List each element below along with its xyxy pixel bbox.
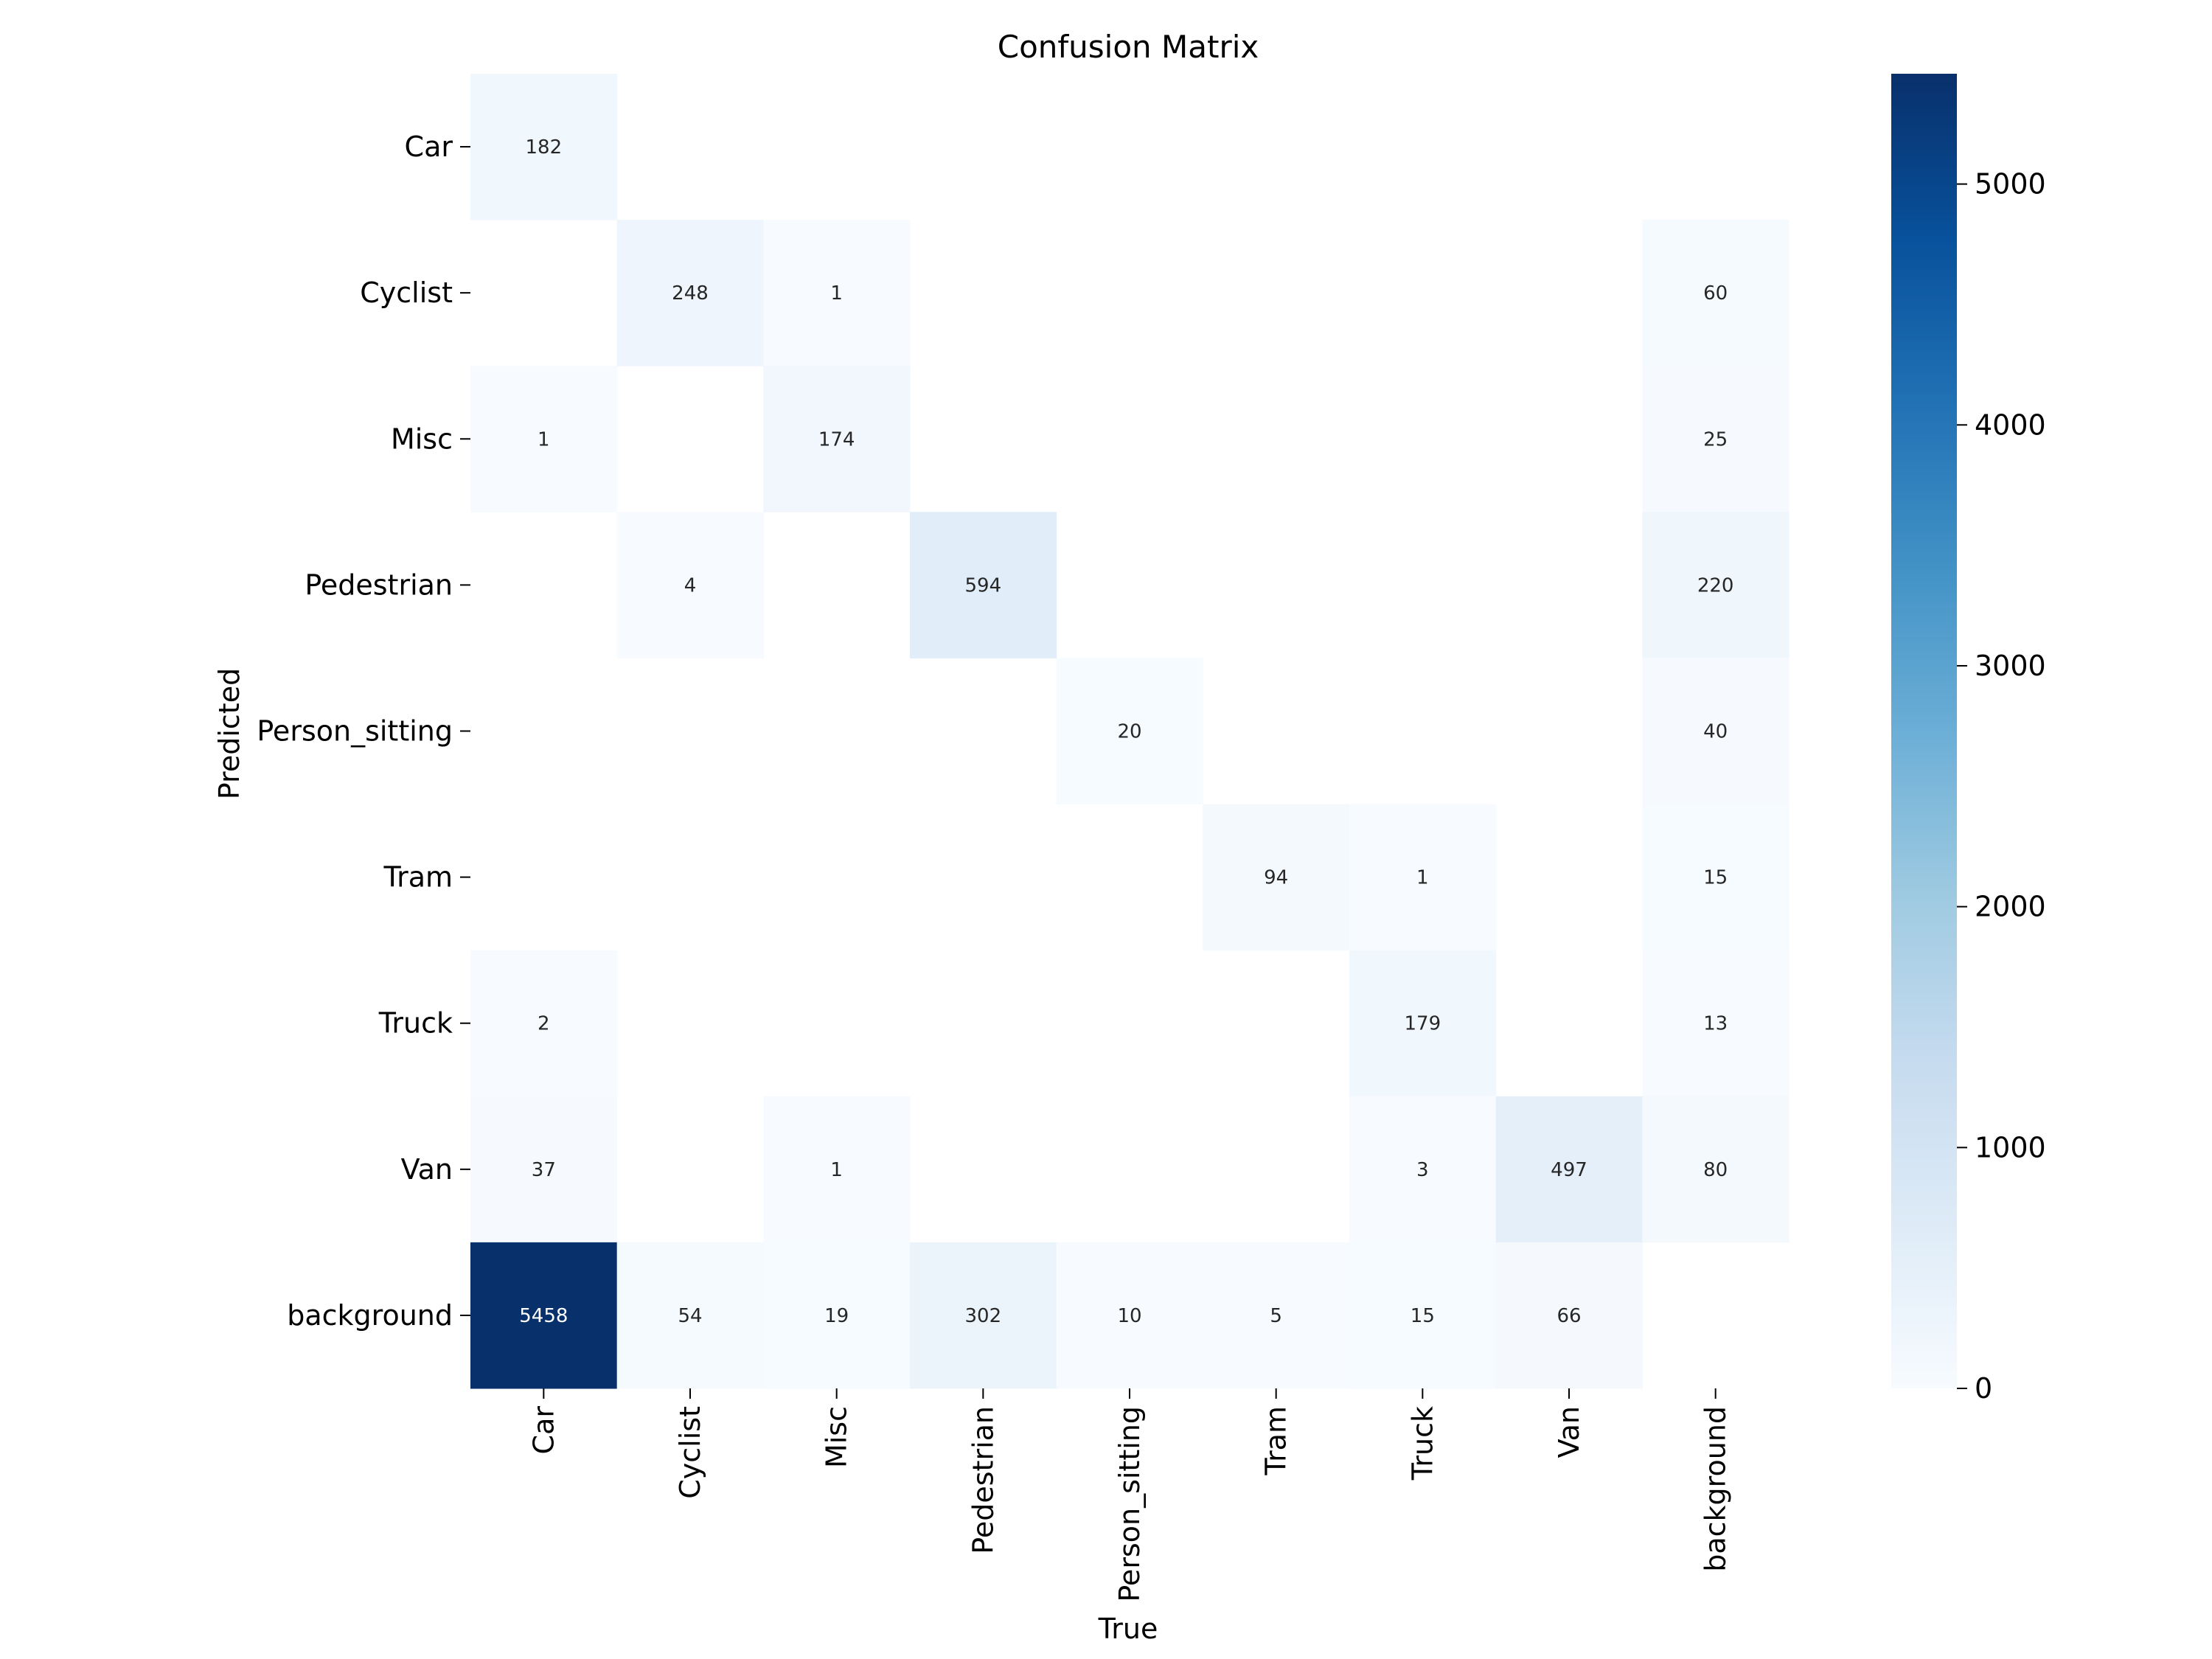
cell-value-label: 1: [538, 428, 550, 451]
cell-value-label: 13: [1703, 1013, 1728, 1035]
heatmap-cell: [1642, 366, 1790, 512]
cell-value-label: 302: [965, 1305, 1002, 1327]
heatmap-cell: [1203, 804, 1350, 951]
y-axis-title: Predicted: [213, 668, 246, 799]
heatmap-cell: [1349, 950, 1497, 1097]
cell-value-label: 1: [830, 1159, 843, 1181]
x-axis-title: True: [1098, 1613, 1158, 1645]
x-tick-label: Pedestrian: [967, 1406, 999, 1554]
heatmap-cell: [470, 950, 618, 1097]
y-tick-label: Cyclist: [360, 276, 453, 309]
y-tick-label: Car: [405, 131, 453, 163]
cell-value-label: 3: [1416, 1159, 1429, 1181]
heatmap-cell: [616, 1242, 764, 1389]
cell-value-label: 179: [1405, 1013, 1441, 1035]
x-tick-label: Person_sitting: [1113, 1406, 1146, 1602]
cell-value-label: 248: [672, 282, 709, 305]
colorbar-tick-label: 4000: [1975, 408, 2046, 441]
cell-value-label: 19: [824, 1305, 849, 1327]
heatmap-cell: [470, 1096, 618, 1243]
x-axis-ticks: Car Cyclist Misc Pedestrian Person_sitting Tr…: [527, 1388, 1732, 1602]
y-tick-label: Truck: [378, 1007, 453, 1040]
cell-value-label: 5458: [519, 1305, 568, 1327]
heatmap-cell: [763, 366, 911, 512]
x-tick-label: Cyclist: [674, 1406, 706, 1499]
cell-value-label: 174: [818, 428, 855, 451]
x-tick-label: background: [1700, 1406, 1732, 1572]
heatmap-cell: [1056, 658, 1203, 805]
heatmap-cell: [1495, 1242, 1643, 1389]
cell-value-label: 1: [830, 282, 843, 305]
heatmap-cell: [1349, 804, 1497, 951]
heatmap-cell: [470, 74, 618, 220]
colorbar-ticks: 0 1000 2000 3000 4000 5000: [1957, 168, 2046, 1405]
x-tick-label: Truck: [1406, 1406, 1439, 1481]
cell-value-label: 15: [1411, 1305, 1435, 1327]
heatmap-cell: [1642, 1096, 1790, 1243]
y-tick-label: Pedestrian: [305, 568, 453, 601]
cell-value-label: 40: [1703, 721, 1728, 743]
colorbar-tick-label: 2000: [1975, 891, 2046, 923]
heatmap-cell: [470, 1242, 618, 1389]
cell-value-label: 4: [684, 574, 697, 597]
heatmap-cell: [1495, 1096, 1643, 1243]
heatmap-cell: [910, 512, 1057, 658]
colorbar: [1891, 74, 1957, 1388]
chart-title: Confusion Matrix: [998, 29, 1259, 65]
y-tick-label: background: [287, 1299, 453, 1332]
heatmap-cell: [1349, 1096, 1497, 1243]
y-tick-label: Misc: [391, 422, 453, 455]
heatmap-cell: [1642, 658, 1790, 805]
heatmap-cell: [1349, 1242, 1497, 1389]
heatmap-cell: [763, 220, 911, 366]
heatmap-cell: [1056, 1242, 1203, 1389]
heatmap-cell: [1642, 512, 1790, 658]
cell-value-label: 1: [1416, 867, 1429, 889]
cell-value-label: 182: [526, 136, 563, 159]
cell-value-label: 94: [1264, 867, 1288, 889]
y-tick-label: Person_sitting: [257, 715, 453, 748]
colorbar-tick-label: 3000: [1975, 650, 2046, 682]
heatmap-cell: [1642, 950, 1790, 1097]
cell-value-label: 66: [1557, 1305, 1581, 1327]
cell-value-label: 594: [965, 574, 1002, 597]
colorbar-tick-label: 5000: [1975, 168, 2046, 201]
y-axis-ticks: Car Cyclist Misc Pedestrian Person_sitting Tr…: [257, 131, 470, 1332]
y-tick-label: Van: [401, 1153, 453, 1186]
cell-value-label: 25: [1703, 428, 1728, 451]
heatmap-cell: [616, 220, 764, 366]
heatmap-cell: [616, 512, 764, 658]
cell-value-label: 10: [1117, 1305, 1141, 1327]
cell-value-label: 5: [1270, 1305, 1282, 1327]
y-tick-label: Tram: [383, 861, 453, 894]
cell-value-label: 2: [538, 1013, 550, 1035]
heatmap-cell: [763, 1096, 911, 1243]
cell-value-label: 15: [1703, 867, 1728, 889]
heatmap-cell: [763, 1242, 911, 1389]
colorbar-tick-label: 1000: [1975, 1131, 2046, 1164]
cell-value-label: 220: [1697, 574, 1734, 597]
cell-value-label: 37: [532, 1159, 556, 1181]
heatmap-cell: [1203, 1242, 1350, 1389]
heatmap-cell: [910, 1242, 1057, 1389]
x-tick-label: Tram: [1260, 1406, 1293, 1476]
x-tick-label: Misc: [821, 1406, 853, 1468]
cell-value-label: 20: [1117, 721, 1141, 743]
cell-value-label: 497: [1551, 1159, 1587, 1181]
cell-value-label: 54: [678, 1305, 702, 1327]
x-tick-label: Car: [527, 1406, 560, 1455]
colorbar-tick-label: 0: [1975, 1372, 1992, 1405]
heatmap-cell: [1642, 804, 1790, 951]
cell-value-label: 60: [1703, 282, 1728, 305]
cell-value-label: 80: [1703, 1159, 1728, 1181]
x-tick-label: Van: [1553, 1406, 1585, 1458]
heatmap-cell: [1642, 220, 1790, 366]
heatmap-cell: [470, 366, 618, 512]
